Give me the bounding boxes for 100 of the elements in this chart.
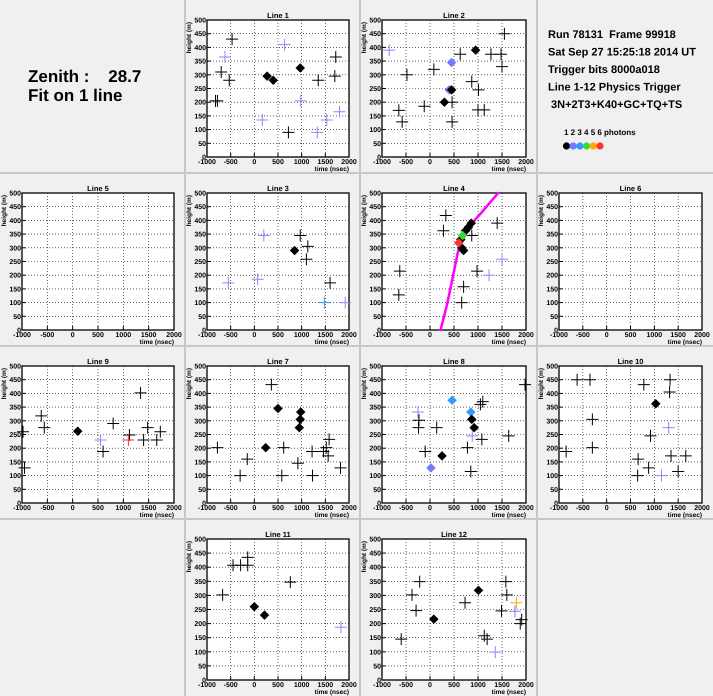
point	[294, 422, 304, 432]
point	[478, 629, 491, 642]
point	[38, 421, 51, 434]
point	[458, 230, 468, 240]
point	[256, 114, 269, 127]
point	[262, 71, 272, 81]
point	[484, 48, 498, 61]
point	[251, 272, 264, 286]
point	[475, 432, 488, 446]
point	[586, 441, 599, 454]
point	[637, 378, 650, 392]
point	[499, 575, 512, 588]
point	[294, 94, 308, 108]
point	[320, 441, 333, 454]
point	[282, 126, 295, 139]
point	[470, 45, 480, 55]
point	[644, 429, 658, 442]
point	[480, 632, 494, 646]
point	[392, 104, 406, 117]
text: Zenith : 28.7	[28, 67, 142, 86]
point	[474, 398, 487, 411]
point	[412, 406, 424, 419]
point	[439, 208, 452, 222]
point	[502, 429, 516, 442]
point	[150, 433, 164, 446]
point	[482, 268, 496, 282]
point	[310, 126, 324, 139]
point	[322, 432, 336, 446]
text: Fit on 1 line	[28, 86, 122, 105]
point	[312, 74, 325, 87]
text: Line 1-12 Physics Trigger	[548, 82, 682, 94]
point	[412, 414, 426, 427]
point	[495, 604, 508, 618]
point	[134, 386, 148, 400]
point	[454, 238, 464, 248]
point	[518, 378, 532, 392]
point	[257, 228, 270, 242]
point	[455, 296, 468, 310]
point	[284, 576, 297, 589]
point	[306, 444, 319, 458]
point	[122, 428, 136, 442]
point	[447, 396, 457, 405]
point	[510, 596, 523, 610]
point	[418, 444, 432, 458]
point	[94, 433, 108, 446]
point	[496, 252, 508, 266]
point	[465, 228, 478, 242]
point	[394, 632, 408, 646]
point	[137, 433, 150, 446]
point	[508, 604, 522, 618]
point	[474, 586, 484, 596]
point	[460, 441, 474, 454]
point	[222, 276, 235, 290]
point	[437, 451, 447, 461]
point	[295, 63, 305, 73]
point	[216, 588, 230, 602]
point	[122, 433, 135, 446]
point	[488, 646, 502, 659]
point	[454, 48, 467, 61]
point	[476, 395, 490, 408]
point	[654, 469, 668, 482]
text: Sat Sep 27 15:25:18 2014 UT	[548, 46, 696, 58]
point	[250, 602, 260, 612]
point	[514, 617, 527, 630]
point	[500, 588, 514, 602]
point	[515, 613, 528, 626]
point	[496, 60, 508, 74]
point	[631, 469, 644, 482]
point	[277, 441, 290, 454]
point	[226, 32, 239, 46]
point	[106, 417, 120, 430]
category-label: 1 2 3 4 5 6 photons	[564, 128, 636, 137]
point	[446, 58, 456, 68]
point	[222, 74, 236, 87]
point	[490, 216, 504, 230]
point	[275, 469, 288, 482]
point	[329, 50, 342, 64]
point	[570, 373, 584, 386]
point	[392, 288, 406, 302]
point	[494, 48, 508, 61]
point	[413, 575, 426, 588]
point	[240, 452, 254, 466]
point	[651, 399, 661, 409]
point	[396, 115, 409, 128]
point	[34, 409, 48, 422]
point	[260, 442, 270, 452]
point	[426, 463, 436, 473]
point	[328, 70, 342, 83]
point	[334, 461, 347, 474]
point	[586, 412, 599, 426]
point	[291, 456, 304, 470]
point	[268, 76, 278, 86]
point	[446, 115, 459, 128]
point	[141, 421, 154, 434]
point	[662, 421, 676, 434]
point	[672, 464, 685, 478]
point	[234, 469, 247, 482]
point	[632, 452, 645, 466]
point	[393, 264, 406, 278]
point	[295, 414, 305, 424]
